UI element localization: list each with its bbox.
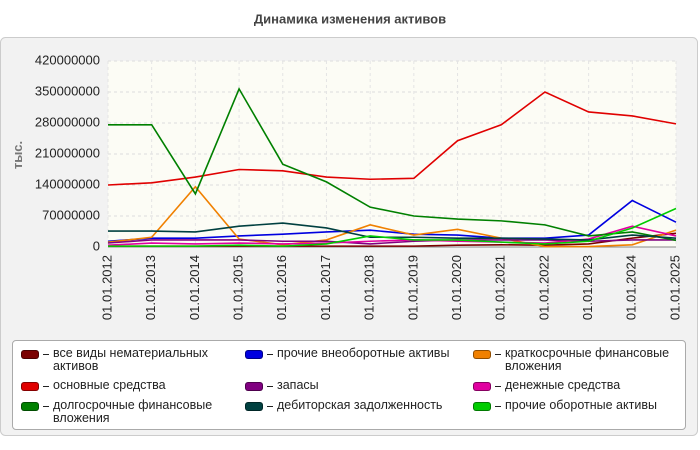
y-tick-label: 280000000 <box>35 114 100 129</box>
legend-swatch <box>473 401 491 411</box>
legend-label: запасы <box>277 378 319 393</box>
legend-item: дебиторская задолженность <box>245 397 473 429</box>
y-tick-label: 350000000 <box>35 83 100 98</box>
x-tick-label: 01.01.2025 <box>667 255 682 320</box>
legend-item: долгосрочные финансовые вложения <box>21 397 245 429</box>
x-tick-label: 01.01.2013 <box>143 255 158 320</box>
legend-dash <box>267 386 273 388</box>
legend-item: прочие оборотные активы <box>473 397 683 429</box>
legend-swatch <box>21 350 39 359</box>
legend-dash <box>267 405 273 407</box>
series-line <box>107 199 677 243</box>
y-axis-label: тыс. <box>10 141 25 169</box>
x-tick-label: 01.01.2020 <box>449 255 464 320</box>
legend-swatch <box>21 401 39 411</box>
legend-item: основные средства <box>21 379 245 396</box>
x-tick-label: 01.01.2014 <box>187 255 202 320</box>
x-tick-label: 01.01.2017 <box>318 255 333 320</box>
legend-swatch <box>245 401 263 411</box>
x-tick-label: 01.01.2018 <box>362 255 377 320</box>
legend-dash <box>43 354 49 355</box>
legend-label: долгосрочные финансовые вложения <box>53 397 213 425</box>
x-tick-label: 01.01.2015 <box>231 255 246 320</box>
series-line <box>107 185 677 248</box>
legend-item: запасы <box>245 379 473 396</box>
legend-item: денежные средства <box>473 379 683 396</box>
y-tick-label: 420000000 <box>35 52 100 67</box>
legend-swatch <box>473 382 491 392</box>
x-tick-label: 01.01.2012 <box>99 255 114 320</box>
legend: все виды нематериальных активов прочие вн… <box>12 340 686 430</box>
legend-dash <box>267 354 273 355</box>
legend-swatch <box>21 382 39 392</box>
y-tick-label: 140000000 <box>35 176 100 191</box>
x-tick-label: 01.01.2023 <box>580 255 595 320</box>
legend-label: краткосрочные финансовые вложения <box>505 346 670 373</box>
legend-label: основные средства <box>53 378 166 393</box>
chart-title: Динамика изменения активов <box>254 11 446 26</box>
x-tick-label: 01.01.2021 <box>493 255 508 320</box>
legend-swatch <box>473 350 491 359</box>
x-tick-label: 01.01.2022 <box>536 255 551 320</box>
legend-swatch <box>245 350 263 359</box>
legend-swatch <box>245 382 263 392</box>
legend-dash <box>43 386 49 388</box>
legend-label: прочие оборотные активы <box>505 397 657 412</box>
legend-item: прочие внеоборотные активы <box>245 347 473 377</box>
legend-label: все виды нематериальных активов <box>53 346 209 373</box>
x-tick-label: 01.01.2016 <box>274 255 289 320</box>
legend-item: краткосрочные финансовые вложения <box>473 347 683 377</box>
legend-label: денежные средства <box>505 378 621 393</box>
legend-label: дебиторская задолженность <box>277 397 443 412</box>
series-line <box>108 87 677 242</box>
legend-label: прочие внеоборотные активы <box>277 346 450 360</box>
legend-dash <box>43 405 49 407</box>
y-tick-label: 210000000 <box>35 145 100 160</box>
y-tick-label: 0 <box>93 238 100 253</box>
legend-dash <box>495 405 501 407</box>
legend-dash <box>495 354 501 355</box>
legend-item: все виды нематериальных активов <box>21 347 245 377</box>
y-tick-label: 70000000 <box>42 207 100 222</box>
legend-dash <box>495 386 501 388</box>
x-tick-label: 01.01.2019 <box>405 255 420 320</box>
series-line <box>108 207 677 247</box>
x-tick-label: 01.01.2024 <box>624 255 639 320</box>
